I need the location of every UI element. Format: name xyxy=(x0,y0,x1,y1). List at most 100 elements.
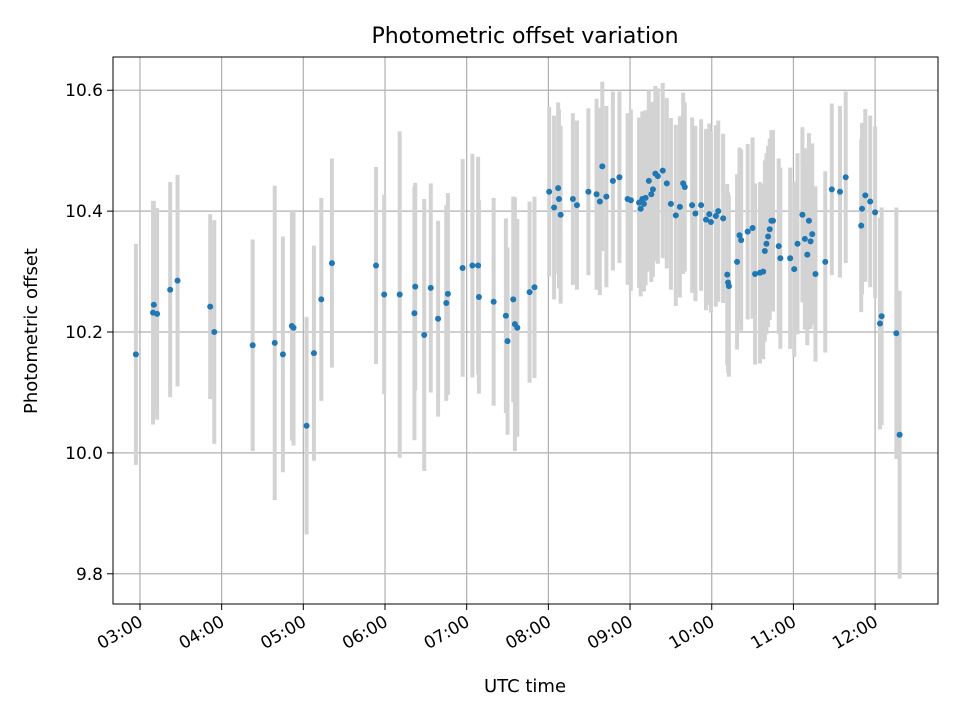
data-point xyxy=(557,211,564,218)
data-point xyxy=(645,177,652,184)
data-point xyxy=(649,186,656,193)
data-point xyxy=(627,197,634,204)
data-point xyxy=(504,338,511,345)
data-point xyxy=(867,198,874,205)
data-point xyxy=(573,202,580,209)
data-point xyxy=(271,339,278,346)
data-point xyxy=(734,258,741,265)
data-point xyxy=(770,217,776,224)
data-point xyxy=(435,315,442,322)
data-point xyxy=(715,208,722,215)
y-tick-label: 10.0 xyxy=(65,444,103,464)
data-point xyxy=(812,270,819,277)
data-point xyxy=(804,251,811,258)
data-point xyxy=(310,350,317,357)
data-point xyxy=(720,215,727,222)
data-point xyxy=(676,203,683,210)
y-tick-label: 10.2 xyxy=(65,323,103,343)
data-point xyxy=(761,248,768,255)
data-point xyxy=(328,260,335,267)
data-point xyxy=(381,291,388,298)
data-point xyxy=(822,258,829,265)
data-point xyxy=(859,205,866,212)
data-point xyxy=(555,196,562,203)
data-point xyxy=(698,202,705,209)
data-point xyxy=(373,262,380,269)
data-point xyxy=(736,232,743,239)
data-point xyxy=(396,291,403,298)
data-point xyxy=(648,191,655,198)
data-point xyxy=(744,228,751,235)
data-point xyxy=(862,192,869,199)
data-point xyxy=(681,183,688,190)
data-point xyxy=(794,240,801,247)
data-point xyxy=(667,200,674,207)
data-point xyxy=(637,205,644,212)
y-tick-label: 9.8 xyxy=(76,565,103,585)
data-point xyxy=(805,217,812,224)
data-point xyxy=(738,237,745,244)
data-point xyxy=(765,233,772,240)
data-point xyxy=(303,422,310,429)
data-point xyxy=(760,268,767,275)
data-point xyxy=(791,266,798,273)
data-point xyxy=(642,194,649,201)
data-point xyxy=(569,196,576,203)
data-point xyxy=(551,204,558,211)
data-point xyxy=(640,200,647,207)
data-point xyxy=(249,342,256,349)
data-point xyxy=(858,222,865,229)
data-point xyxy=(799,211,806,218)
x-axis-label: UTC time xyxy=(484,676,566,697)
data-point xyxy=(724,271,731,278)
data-point xyxy=(893,330,900,337)
data-point xyxy=(801,235,808,242)
data-point xyxy=(872,209,879,216)
data-point xyxy=(459,264,466,271)
data-point xyxy=(603,193,610,200)
data-point xyxy=(749,225,756,232)
data-point xyxy=(828,186,835,193)
data-point xyxy=(707,219,714,226)
data-point xyxy=(763,240,770,247)
data-point xyxy=(174,277,181,284)
data-point xyxy=(609,177,616,184)
data-point xyxy=(877,320,884,327)
data-point xyxy=(878,313,885,320)
y-tick-label: 10.4 xyxy=(65,202,103,222)
data-point xyxy=(475,293,482,300)
data-point xyxy=(502,312,509,319)
data-point xyxy=(585,188,592,195)
data-point xyxy=(896,431,903,438)
data-point xyxy=(526,289,533,296)
data-point xyxy=(546,188,553,195)
data-point xyxy=(752,270,759,277)
data-point xyxy=(775,243,782,250)
data-point xyxy=(787,255,794,262)
data-point xyxy=(443,299,450,306)
data-point xyxy=(211,329,218,336)
data-point xyxy=(663,180,670,187)
data-point xyxy=(490,298,497,305)
data-point xyxy=(807,238,814,245)
y-axis-label: Photometric offset xyxy=(21,248,42,414)
data-point xyxy=(290,324,297,331)
data-point xyxy=(412,283,419,290)
plot-frame xyxy=(112,56,939,605)
data-points xyxy=(132,163,903,438)
data-point xyxy=(836,188,843,195)
data-point xyxy=(207,303,214,310)
data-point xyxy=(469,262,476,269)
data-point xyxy=(555,185,562,192)
data-point xyxy=(766,226,773,233)
data-point xyxy=(672,212,679,219)
data-point xyxy=(514,324,521,331)
data-point xyxy=(712,212,719,219)
data-point xyxy=(777,255,784,262)
data-point xyxy=(531,284,538,291)
chart-title: Photometric offset variation xyxy=(371,24,678,49)
data-point xyxy=(279,351,286,358)
data-point xyxy=(427,284,434,291)
data-point xyxy=(703,216,710,223)
y-tick-label: 10.6 xyxy=(65,81,103,101)
